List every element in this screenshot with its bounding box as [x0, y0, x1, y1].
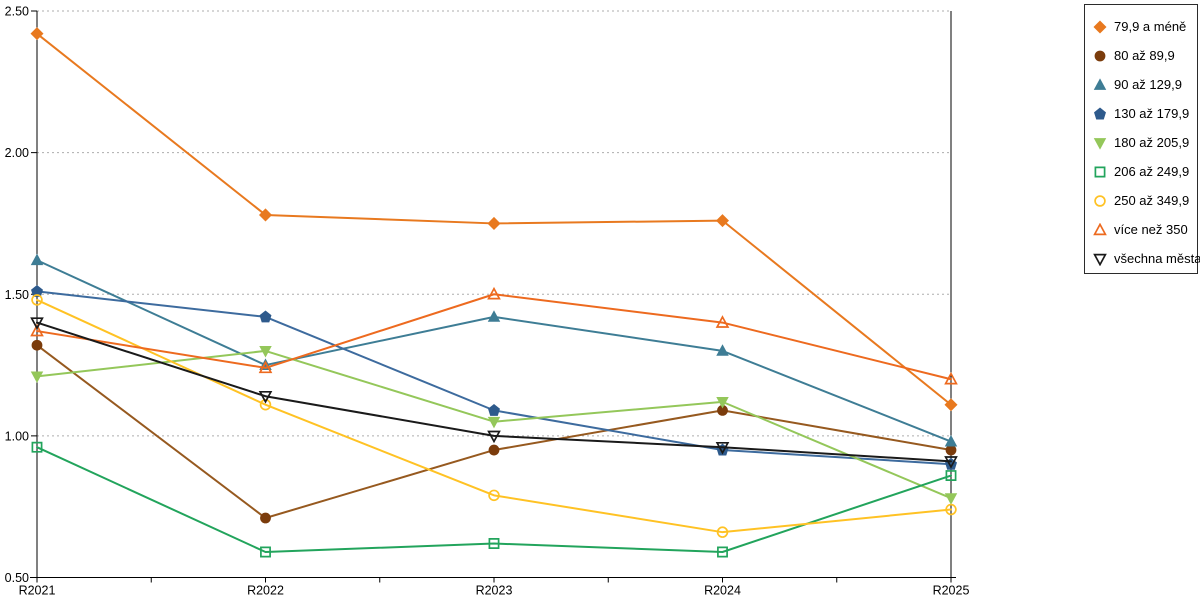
triangle-down-marker-icon — [716, 396, 729, 409]
triangle-up-marker-icon — [1093, 77, 1107, 90]
square-marker-icon — [945, 470, 957, 481]
triangle-down-marker-icon — [30, 317, 44, 330]
legend-marker-icon — [1093, 19, 1107, 34]
square-marker-icon — [1094, 166, 1106, 177]
legend-item: 79,9 a méně — [1093, 12, 1197, 41]
pentagon-marker-icon — [31, 284, 43, 297]
circle-marker-icon — [260, 512, 271, 524]
triangle-up-marker-icon — [487, 310, 501, 322]
legend-item: 180 až 205,9 — [1093, 128, 1197, 157]
legend-label: více než 350 — [1114, 222, 1188, 237]
x-tick-label: R2023 — [476, 584, 513, 598]
legend-label: 180 až 205,9 — [1114, 135, 1190, 150]
legend-marker-icon — [1094, 107, 1106, 119]
legend: 79,9 a méně 80 až 89,9 90 až 129,9 130 až 1… — [1084, 4, 1200, 274]
circle-marker-icon — [716, 526, 729, 538]
y-tick-label: 1.50 — [5, 288, 29, 302]
diamond-marker-icon — [487, 216, 501, 230]
x-tick-label: R2024 — [704, 584, 741, 598]
series-line — [36, 446, 952, 554]
triangle-down-marker-icon — [259, 346, 272, 358]
x-tick-label: R2025 — [933, 584, 970, 598]
legend-item: více než 350 — [1093, 215, 1197, 244]
square-marker-icon — [717, 546, 728, 558]
y-tick-label: 2.00 — [5, 146, 29, 160]
pentagon-marker-icon — [1094, 107, 1106, 119]
triangle-down-marker-icon — [30, 371, 44, 384]
triangle-down-marker-icon — [944, 493, 958, 505]
square-marker-icon — [31, 441, 43, 453]
circle-marker-icon — [488, 489, 500, 502]
diamond-marker-icon — [715, 214, 730, 228]
diamond-marker-icon — [30, 27, 44, 41]
triangle-up-marker-icon — [30, 253, 44, 266]
legend-item: 206 až 249,9 — [1093, 157, 1197, 186]
diamond-marker-icon — [1093, 19, 1107, 34]
circle-marker-icon — [1094, 194, 1106, 207]
legend-marker-icon — [1093, 222, 1107, 235]
legend-item: 80 až 89,9 — [1093, 41, 1197, 70]
square-marker-icon — [260, 546, 271, 558]
triangle-down-marker-icon — [1093, 137, 1107, 150]
triangle-up-marker-icon — [944, 434, 958, 447]
legend-marker-icon — [1093, 137, 1107, 150]
legend-marker-icon — [1093, 77, 1107, 90]
legend-label: všechna města — [1114, 251, 1200, 266]
triangle-up-marker-icon — [30, 323, 44, 337]
legend-marker-icon — [1094, 194, 1106, 207]
legend-marker-icon — [1093, 253, 1107, 266]
diamond-marker-icon — [258, 208, 273, 222]
legend-label: 206 až 249,9 — [1114, 164, 1190, 179]
circle-marker-icon — [945, 503, 957, 516]
y-tick-label: 1.00 — [5, 429, 29, 443]
legend-label: 250 až 349,9 — [1114, 193, 1190, 208]
triangle-down-marker-icon — [1093, 253, 1107, 266]
legend-item: 130 až 179,9 — [1093, 99, 1197, 128]
triangle-down-marker-icon — [487, 430, 501, 444]
circle-marker-icon — [31, 339, 43, 351]
legend-item: 250 až 349,9 — [1093, 186, 1197, 215]
triangle-up-marker-icon — [715, 315, 730, 328]
legend-label: 130 až 179,9 — [1114, 106, 1190, 121]
y-tick-label: 2.50 — [5, 5, 29, 19]
triangle-up-marker-icon — [944, 371, 958, 385]
triangle-up-marker-icon — [1093, 222, 1107, 235]
circle-marker-icon — [488, 444, 500, 456]
circle-marker-icon — [1094, 50, 1106, 61]
legend-label: 80 až 89,9 — [1114, 48, 1175, 63]
pentagon-marker-icon — [488, 403, 500, 416]
circle-marker-icon — [31, 294, 43, 306]
triangle-down-marker-icon — [258, 390, 273, 404]
triangle-down-marker-icon — [487, 416, 501, 429]
diamond-marker-icon — [944, 398, 958, 412]
triangle-down-marker-icon — [944, 456, 958, 469]
legend-label: 90 až 129,9 — [1114, 77, 1182, 92]
circle-marker-icon — [945, 444, 957, 456]
y-tick-label: 0.50 — [5, 571, 29, 585]
series-line — [36, 298, 952, 534]
triangle-up-marker-icon — [258, 360, 273, 374]
square-marker-icon — [488, 538, 500, 549]
series-line — [36, 321, 952, 463]
legend-marker-icon — [1094, 166, 1106, 177]
legend-item: všechna města — [1093, 244, 1200, 273]
triangle-down-marker-icon — [715, 441, 730, 455]
series-line — [36, 293, 952, 381]
x-tick-label: R2021 — [19, 584, 56, 598]
legend-label: 79,9 a méně — [1114, 19, 1187, 34]
x-tick-label: R2022 — [247, 584, 284, 598]
circle-marker-icon — [259, 398, 272, 411]
legend-item: 90 až 129,9 — [1093, 70, 1197, 99]
triangle-up-marker-icon — [716, 344, 729, 356]
triangle-up-marker-icon — [487, 286, 501, 300]
legend-marker-icon — [1094, 50, 1106, 61]
pentagon-marker-icon — [259, 310, 272, 323]
